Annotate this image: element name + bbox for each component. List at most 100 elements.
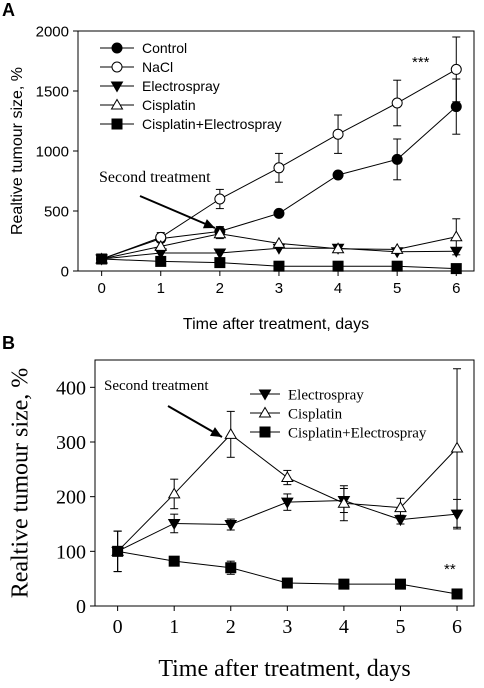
- y-axis-label: Realtive tumour size, %: [8, 368, 34, 599]
- legend-marker: [111, 118, 123, 130]
- series-cisplatin: [95, 218, 463, 264]
- legend-label: Cisplatin+Electrospray: [288, 425, 427, 441]
- legend-marker: [258, 389, 272, 401]
- data-point: [213, 227, 227, 239]
- y-tick-label: 200: [56, 487, 86, 509]
- x-tick-label: 6: [452, 616, 462, 638]
- x-tick-label: 3: [275, 280, 283, 297]
- data-point: [167, 487, 181, 499]
- data-point: [112, 545, 124, 557]
- x-tick-label: 6: [452, 280, 460, 297]
- data-point: [394, 501, 407, 513]
- data-point: [213, 248, 227, 260]
- chart-panel-B: B 0 100 200 300 400 0 1 2 3 4 5 6 Time after treatmen…: [2, 333, 475, 682]
- series-nacl: [96, 36, 462, 265]
- y-tick-label: 400: [56, 377, 86, 399]
- x-tick-label: 1: [157, 280, 165, 297]
- chart-panel-A: A 0 500 1000 1500 2000 0 1 2 3 4 5 6 Time after treat…: [2, 0, 475, 333]
- significance-marker: ***: [412, 54, 430, 71]
- y-tick-label: 500: [44, 203, 69, 220]
- data-point: [450, 441, 464, 453]
- data-point: [450, 101, 462, 113]
- x-tick-label: 4: [339, 616, 349, 638]
- annotation-arrowhead: [202, 219, 215, 229]
- legend: Electrospray Cisplatin Cisplatin+Electrosp…: [250, 387, 427, 441]
- data-point: [281, 577, 293, 589]
- series-cisplatin: [111, 368, 464, 573]
- annotation-arrow: [139, 195, 216, 229]
- x-axis-label: Time after treatment, days: [158, 656, 410, 682]
- significance-marker: **: [444, 561, 456, 578]
- plot-frame: [94, 359, 475, 607]
- legend-marker: [110, 98, 124, 110]
- y-tick-label: 0: [61, 263, 69, 280]
- legend-label: Electrospray: [142, 78, 220, 94]
- y-tick-label: 1000: [36, 143, 69, 160]
- data-point: [280, 497, 294, 509]
- data-point: [272, 236, 286, 248]
- annotation-second-treatment: Second treatment: [104, 378, 209, 394]
- legend-marker: [111, 42, 123, 54]
- x-tick-label: 4: [334, 280, 342, 297]
- legend-marker: [110, 81, 124, 93]
- y-axis-label: Realtive tumour size, %: [9, 67, 26, 235]
- data-point: [224, 427, 238, 439]
- x-tick-label: 5: [393, 280, 401, 297]
- data-point: [224, 520, 238, 532]
- legend-marker: [111, 61, 123, 73]
- data-point: [225, 562, 237, 574]
- legend-marker: [259, 426, 271, 438]
- x-tick-label: 2: [226, 616, 236, 638]
- data-point: [167, 518, 181, 530]
- legend-label: Electrospray: [288, 387, 364, 403]
- x-tick-label: 0: [97, 280, 105, 297]
- data-point: [214, 193, 226, 205]
- legend-label: Cisplatin: [142, 97, 196, 113]
- data-point: [331, 242, 345, 254]
- data-point: [280, 471, 294, 483]
- x-tick-label: 0: [113, 616, 123, 638]
- y-tick-label: 1500: [36, 83, 69, 100]
- legend-label: Control: [142, 40, 187, 56]
- data-point: [337, 496, 351, 508]
- data-point: [449, 230, 463, 242]
- x-tick-label: 3: [282, 616, 292, 638]
- data-point: [391, 97, 403, 109]
- legend-label: Cisplatin+Electrospray: [142, 116, 282, 132]
- data-point: [450, 63, 462, 75]
- data-point: [394, 578, 406, 590]
- series-line: [117, 433, 458, 552]
- annotation-second-treatment: Second treatment: [99, 169, 211, 186]
- data-point: [450, 263, 462, 275]
- data-point: [391, 260, 403, 272]
- data-point: [168, 555, 180, 567]
- x-axis-label: Time after treatment, days: [183, 316, 369, 333]
- legend-label: NaCl: [142, 59, 173, 75]
- data-point: [338, 578, 350, 590]
- x-tick-label: 1: [169, 616, 179, 638]
- data-point: [273, 260, 285, 272]
- panel-label: B: [2, 333, 15, 353]
- legend-marker: [258, 406, 272, 418]
- data-point: [214, 257, 226, 269]
- data-point: [273, 207, 285, 219]
- panel-label: A: [2, 0, 15, 20]
- data-point: [155, 255, 167, 267]
- x-tick-label: 2: [216, 280, 224, 297]
- data-point: [391, 153, 403, 165]
- data-point: [332, 260, 344, 272]
- data-point: [96, 253, 108, 265]
- y-tick-label: 300: [56, 432, 86, 454]
- data-point: [332, 169, 344, 181]
- data-point: [273, 162, 285, 174]
- data-point: [390, 242, 404, 254]
- x-tick-label: 5: [395, 616, 405, 638]
- legend-label: Cisplatin: [288, 406, 343, 422]
- y-tick-label: 0: [76, 596, 86, 618]
- series-cisplatin-electrospray: [112, 530, 463, 600]
- data-point: [451, 588, 463, 600]
- data-point: [332, 128, 344, 140]
- series-cisplatin-electrospray: [96, 253, 462, 275]
- legend: Control NaCl Electrospray Cisplatin Cisplati…: [100, 40, 282, 132]
